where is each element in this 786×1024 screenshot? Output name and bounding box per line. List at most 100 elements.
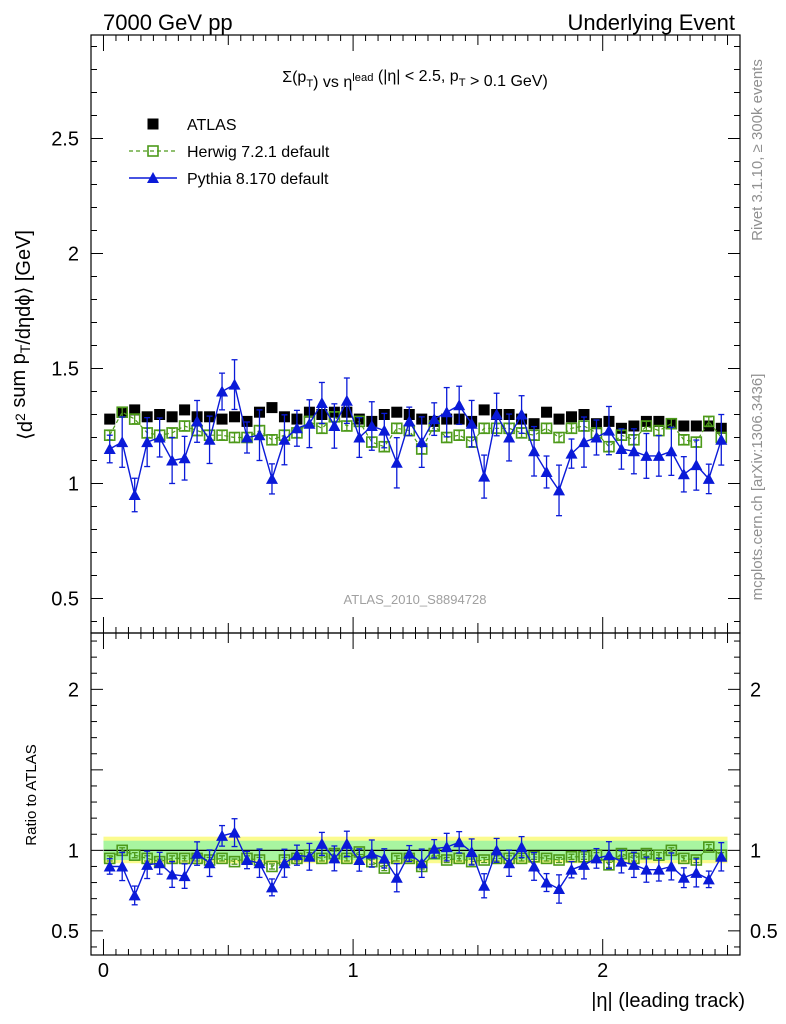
pythia-point [640, 863, 653, 875]
pythia-point [590, 852, 603, 864]
herwig-point [228, 855, 241, 868]
pythia-point [315, 397, 328, 408]
pythia-point [503, 857, 516, 869]
pythia-point [627, 445, 640, 457]
ratio-y-tick-label-right: 2 [750, 679, 761, 701]
atlas-point [478, 404, 490, 416]
pythia-point [702, 472, 715, 484]
atlas-point [678, 420, 690, 432]
pythia-point [553, 882, 566, 894]
main-y-tick-label: 1 [68, 474, 79, 496]
pythia-point [453, 399, 466, 411]
herwig-point [702, 841, 715, 853]
herwig-point [478, 854, 490, 866]
analysis-watermark: ATLAS_2010_S8894728 [344, 592, 487, 607]
pythia-point [665, 445, 678, 457]
atlas-point [578, 409, 590, 420]
ratio-y-axis-label: Ratio to ATLAS [23, 744, 40, 845]
pythia-point [465, 417, 478, 429]
pythia-point [203, 433, 216, 445]
pythia-point [715, 850, 728, 862]
pythia-point [141, 436, 154, 448]
pythia-point [440, 406, 453, 418]
pythia-point [428, 842, 441, 854]
pythia-point [440, 841, 453, 853]
mcplots-side-text: mcplots.cern.ch [arXiv:1306.3436] [749, 374, 766, 601]
pythia-point [278, 433, 291, 445]
pythia-point [415, 436, 428, 448]
pythia-point [178, 452, 191, 464]
legend-marker-pythia [147, 172, 159, 183]
pythia-point [577, 436, 590, 448]
ratio-y-tick-label-right: 1 [750, 840, 761, 862]
pythia-point [478, 470, 491, 482]
herwig-point [565, 422, 578, 435]
pythia-point [503, 431, 516, 443]
pythia-point [228, 378, 241, 390]
pythia-point [340, 394, 353, 406]
herwig-point [453, 429, 465, 442]
legend: ATLAS Herwig 7.2.1 default Pythia 8.170 de… [129, 117, 330, 188]
pythia-point [265, 472, 278, 484]
pythia-point [216, 829, 229, 841]
pythia-point [116, 436, 129, 448]
pythia-point [328, 852, 341, 864]
legend-label: ATLAS [187, 117, 237, 134]
main-plot: 0.5 1 1.5 2 2.5 [51, 34, 741, 634]
pythia-point [465, 845, 478, 857]
pythia-point [365, 420, 378, 431]
herwig-point [228, 431, 241, 444]
atlas-point [690, 420, 702, 432]
pythia-point [677, 871, 690, 883]
pythia-point [216, 385, 229, 397]
pythia-point [652, 449, 665, 461]
pythia-point [290, 422, 303, 434]
pythia-point [328, 420, 341, 431]
pythia-point [690, 459, 703, 471]
pythia-point [116, 860, 129, 872]
herwig-point [478, 422, 490, 435]
herwig-point [678, 433, 690, 446]
pythia-point [515, 408, 528, 420]
pythia-point [490, 844, 503, 856]
main-panel-title: Σ(pT) vs ηlead (|η| < 2.5, pT > 0.1 GeV) [282, 68, 548, 91]
pythia-point [540, 466, 553, 477]
herwig-point [216, 429, 228, 442]
pythia-point [153, 431, 166, 443]
pythia-point [602, 849, 615, 861]
pythia-point [640, 449, 653, 461]
pythia-point [378, 424, 391, 436]
herwig-point [553, 431, 565, 444]
atlas-point [141, 411, 153, 423]
x-axis-label: |η| (leading track) [591, 990, 745, 1012]
herwig-point [178, 420, 191, 432]
pythia-point [715, 433, 728, 445]
herwig-point [128, 849, 141, 861]
ratio-frame [90, 632, 741, 956]
pythia-point [241, 854, 254, 866]
ratio-y-tick-label-right: 0.5 [750, 921, 778, 943]
ratio-y-tick-label: 1 [68, 840, 79, 862]
atlas-point [179, 404, 191, 416]
pythia-point [365, 847, 378, 859]
pythia-point [103, 443, 116, 454]
ratio-y-tick-label: 0.5 [51, 921, 79, 943]
ratio-y-tick-label: 2 [68, 679, 79, 701]
pythia-point [253, 429, 266, 441]
pythia-point [103, 860, 116, 872]
pythia-point [290, 849, 303, 861]
herwig-point [216, 852, 228, 865]
pythia-point [602, 424, 615, 436]
pythia-point [490, 408, 503, 420]
herwig-point [540, 422, 553, 435]
atlas-point [216, 413, 228, 425]
pythia-point [153, 857, 166, 869]
pythia-point [652, 863, 665, 875]
atlas-point [553, 413, 565, 425]
herwig-point [540, 852, 553, 865]
atlas-point [166, 411, 178, 423]
pythia-point [553, 484, 566, 496]
x-tick-label: 1 [348, 960, 359, 982]
pythia-point [191, 415, 204, 427]
pythia-point [241, 431, 254, 443]
